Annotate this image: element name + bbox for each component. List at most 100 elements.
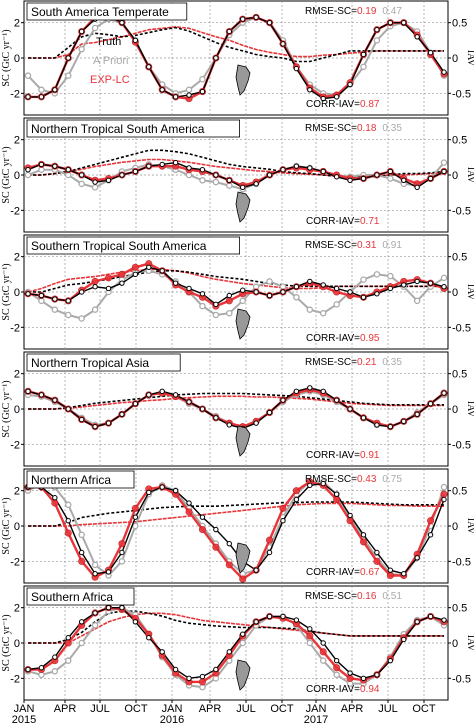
sc-prior-point: [360, 63, 367, 71]
sc-exp-point: [265, 536, 274, 544]
region-map-icon: [235, 425, 251, 457]
sc-truth-point: [414, 184, 420, 191]
sc-truth-point: [213, 526, 219, 533]
sc-truth-point: [186, 92, 192, 98]
sc-truth-point: [146, 489, 152, 496]
sc-truth-point: [266, 549, 273, 556]
iav-axis-label: IAV: [465, 167, 474, 184]
sc-prior-point: [199, 75, 206, 83]
sc-prior-point: [373, 37, 381, 44]
sc-truth-point: [427, 532, 434, 538]
sc-exp-point: [91, 277, 99, 285]
sc-prior-point: [226, 309, 233, 317]
sc-truth-point: [266, 172, 273, 178]
sc-truth-point: [347, 177, 353, 184]
sc-prior-point: [65, 72, 72, 79]
year-label: 2017: [304, 714, 328, 724]
sc-truth-point: [159, 161, 165, 168]
sc-truth-point: [280, 289, 286, 295]
sc-prior-point: [333, 301, 340, 308]
panel-title: Northern Tropical Asia: [31, 356, 149, 370]
sc-truth-point: [401, 19, 407, 26]
sc-truth-point: [78, 172, 85, 178]
sc-truth-point: [119, 604, 125, 611]
sc-truth-point: [226, 422, 232, 428]
sc-truth-point: [213, 666, 219, 673]
sc-exp-point: [306, 632, 314, 640]
sc-truth-point: [52, 397, 58, 403]
sc-truth-point: [78, 549, 85, 556]
sc-truth-point: [65, 406, 71, 412]
sc-truth-point: [333, 657, 340, 664]
sc-truth-point: [307, 482, 313, 489]
iav-tick-label: 0: [452, 521, 458, 533]
sc-prior-point: [319, 657, 327, 664]
sc-truth-point: [280, 518, 286, 524]
iav-axis-label: IAV: [465, 401, 474, 418]
x-tick-label: JAN: [306, 703, 327, 715]
sc-truth-point: [65, 167, 71, 173]
sc-truth-point: [146, 64, 152, 70]
sc-truth-point: [360, 415, 367, 421]
x-tick-label: JUL: [236, 703, 256, 715]
sc-truth-point: [146, 635, 152, 641]
sc-truth-point: [387, 19, 394, 26]
sc-truth-point: [186, 675, 192, 682]
sc-truth-point: [52, 87, 58, 93]
sc-exp-point: [212, 543, 220, 551]
sc-prior-point: [239, 297, 246, 305]
sc-truth-point: [280, 397, 286, 403]
sc-truth-point: [226, 649, 232, 655]
sc-truth-point: [253, 619, 259, 625]
sc-tick-label: 2: [14, 135, 20, 147]
sc-exp-point: [239, 575, 247, 583]
sc-exp-point: [279, 504, 287, 512]
x-tick-label: OCT: [412, 703, 436, 715]
x-tick-label: JUL: [378, 703, 398, 715]
iav-tick-label: 0.5: [452, 135, 467, 147]
sc-exp-point: [225, 561, 233, 569]
sc-truth-point: [65, 55, 71, 61]
sc-exp-point: [427, 517, 435, 525]
sc-truth-point: [38, 94, 45, 100]
iav-tick-label: -0.5: [452, 205, 471, 217]
iav-exp-line: [27, 268, 444, 293]
panel-3: -2 0 2 -0.5 0 0.5 SC (GtC yr⁻¹) IAV Southern Tro…: [1, 234, 474, 350]
sc-truth-point: [414, 555, 420, 561]
sc-tick-label: 0: [14, 53, 20, 65]
sc-truth-point: [387, 285, 394, 292]
sc-truth-point: [132, 514, 139, 520]
corr-stat: CORR-IAV=0.95: [306, 333, 380, 344]
sc-truth-point: [401, 177, 407, 184]
corr-stat: CORR-IAV=0.71: [306, 216, 380, 227]
iav-tick-label: 0: [452, 404, 458, 416]
sc-prior-point: [306, 306, 314, 313]
sc-prior-point: [266, 278, 273, 285]
sc-truth-point: [226, 177, 232, 184]
sc-truth-point: [186, 285, 192, 292]
region-shape: [235, 308, 251, 340]
iav-truth-line: [28, 501, 444, 527]
iav-truth-line: [28, 26, 444, 63]
sc-prior-point: [91, 306, 99, 313]
iav-tick-label: -0.5: [452, 556, 471, 568]
sc-truth-point: [132, 168, 139, 175]
panel-title: South America Temperate: [31, 5, 169, 19]
sc-truth-point: [293, 496, 300, 503]
x-tick-label: JUL: [90, 703, 110, 715]
sc-truth-point: [159, 87, 165, 93]
sc-truth-point: [374, 291, 380, 297]
panel-title-box: [26, 236, 241, 255]
sc-truth-point: [132, 401, 139, 407]
sc-truth-point: [186, 500, 192, 506]
sc-truth-point: [119, 411, 125, 417]
rmse-stat: RMSE-SC=0.43 0.75: [305, 474, 402, 485]
panel-title: Northern Africa: [31, 473, 111, 487]
sc-truth-point: [427, 613, 434, 620]
iav-axis-label: IAV: [465, 518, 474, 535]
region-shape: [235, 425, 251, 457]
sc-truth-point: [293, 617, 300, 623]
sc-truth-point: [427, 175, 434, 182]
sc-truth-point: [52, 296, 58, 302]
